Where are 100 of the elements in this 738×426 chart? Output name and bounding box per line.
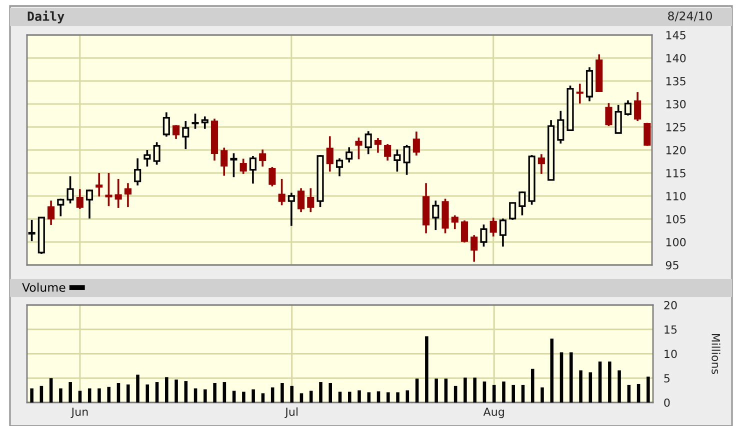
candlestick	[162, 111, 170, 138]
bar	[165, 377, 168, 402]
y-tick-label: 145	[666, 31, 686, 40]
candlestick	[336, 157, 344, 178]
bar	[415, 378, 419, 402]
candlestick	[182, 120, 190, 150]
candlestick	[364, 130, 372, 156]
bar	[521, 384, 525, 402]
candlestick	[230, 152, 238, 178]
candlestick	[259, 148, 266, 168]
bar	[530, 368, 534, 402]
bar	[59, 388, 62, 402]
candlestick	[644, 122, 651, 147]
candlestick	[490, 216, 497, 238]
candlestick	[624, 99, 632, 116]
bar	[232, 390, 236, 402]
bar	[242, 392, 246, 402]
y-tick-label: 110	[666, 192, 686, 200]
bar	[482, 382, 486, 402]
bar	[204, 389, 207, 402]
bar	[598, 362, 602, 402]
bar	[550, 338, 554, 402]
bar	[78, 390, 82, 402]
bar	[319, 382, 322, 402]
bar	[116, 383, 120, 402]
bar	[136, 374, 140, 402]
bar	[146, 384, 150, 402]
bar	[473, 378, 476, 402]
bar	[376, 391, 380, 402]
candlestick	[403, 144, 410, 176]
y-tick-label: 120	[666, 146, 686, 154]
candlestick	[153, 141, 160, 166]
y-tick-label: 105	[666, 214, 686, 224]
bar	[425, 336, 428, 402]
x-tick-label: Jul	[284, 407, 298, 418]
candlestick	[86, 188, 94, 220]
bar	[540, 387, 544, 402]
bar	[358, 390, 361, 402]
candlestick	[374, 137, 382, 154]
candlestick	[105, 172, 112, 208]
y-tick-label: 95	[666, 260, 678, 270]
y-tick-label: 0	[664, 398, 670, 407]
bar	[309, 390, 313, 402]
bar	[174, 380, 178, 402]
candlestick	[518, 190, 526, 216]
candlestick	[307, 187, 314, 214]
bar	[502, 382, 506, 402]
bar	[40, 386, 44, 402]
bar	[49, 378, 53, 402]
x-tick-label: Aug	[483, 408, 504, 418]
y-tick-label: 15	[664, 325, 677, 334]
candlestick	[614, 104, 622, 134]
bar	[588, 372, 592, 402]
bar	[290, 386, 294, 402]
bar	[636, 384, 640, 402]
bar	[386, 392, 390, 402]
candlestick	[240, 158, 247, 175]
candlestick	[144, 149, 151, 168]
bar	[406, 390, 410, 402]
candlestick	[278, 178, 286, 206]
bar	[107, 386, 110, 402]
bar	[367, 392, 371, 402]
y-tick-label: 135	[666, 76, 686, 86]
y-tick-label: 10	[664, 350, 677, 358]
bar	[328, 383, 332, 402]
candlestick	[96, 172, 103, 198]
bar	[464, 378, 467, 402]
bar	[270, 387, 274, 402]
bar	[348, 392, 352, 402]
candlestick	[114, 178, 122, 209]
candlestick	[412, 130, 420, 156]
bar	[88, 388, 92, 402]
bar	[579, 370, 582, 402]
bar	[444, 378, 448, 402]
y-tick-label: 130	[666, 100, 686, 108]
y-axis-title: Millions	[712, 334, 720, 374]
candlestick	[499, 218, 506, 248]
candlestick	[480, 224, 488, 248]
bar	[252, 389, 255, 402]
candlestick	[220, 146, 228, 177]
candlestick	[124, 182, 132, 208]
y-tick-label: 125	[666, 122, 686, 132]
bar	[126, 384, 130, 402]
candlestick	[201, 116, 208, 130]
bar	[194, 388, 198, 402]
candlestick	[57, 198, 64, 218]
bar	[68, 382, 72, 402]
candlestick	[76, 188, 84, 210]
y-tick-label: 5	[664, 374, 670, 383]
bar	[98, 388, 101, 402]
candlestick	[394, 148, 401, 173]
candlestick	[460, 219, 468, 244]
candlestick	[509, 202, 516, 221]
bar	[434, 378, 438, 402]
bar	[608, 362, 612, 402]
x-tick-label: Jun	[70, 408, 88, 418]
bar	[396, 392, 400, 402]
bar	[222, 382, 226, 402]
candlestick	[48, 200, 55, 226]
text: 8/24/10	[668, 11, 712, 22]
